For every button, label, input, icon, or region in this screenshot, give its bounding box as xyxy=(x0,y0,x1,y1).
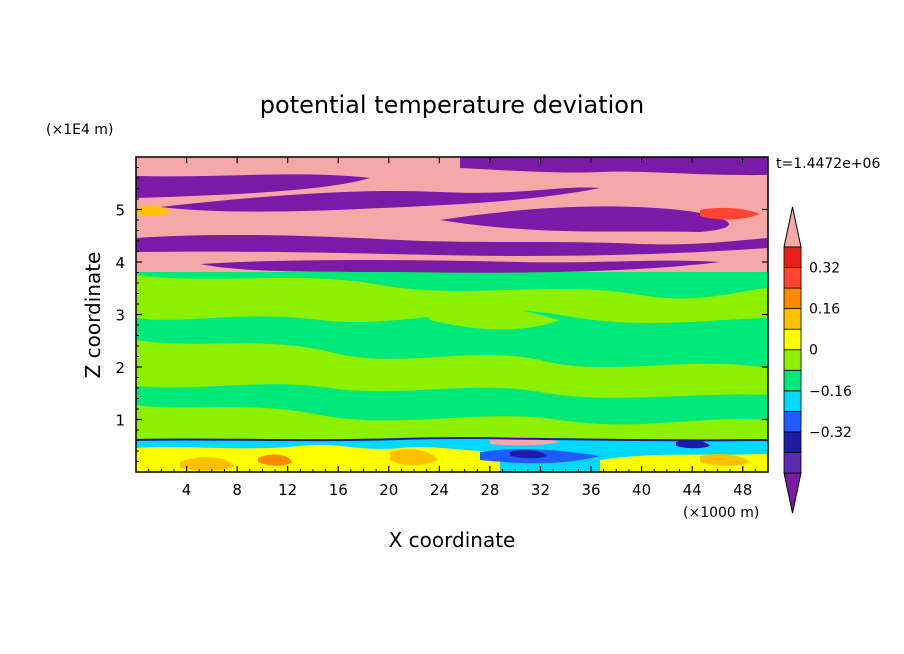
y-tick-label: 4 xyxy=(115,254,125,272)
x-tick-label: 16 xyxy=(329,481,348,499)
x-tick-label: 12 xyxy=(278,481,297,499)
colorbar-swatch xyxy=(783,410,802,433)
x-axis-label: X coordinate xyxy=(389,528,516,552)
field-warm-edge xyxy=(700,207,760,220)
y-tick-label: 1 xyxy=(115,412,125,430)
field-bl-warm xyxy=(390,449,438,466)
field-bl-top-line xyxy=(136,437,768,442)
field-lime-band xyxy=(136,340,768,398)
colorbar-swatch xyxy=(783,349,802,371)
x-tick-label: 8 xyxy=(232,481,242,499)
colorbar-extend-low xyxy=(783,472,802,514)
field-purple-band xyxy=(440,206,729,232)
colorbar-swatch xyxy=(783,328,802,351)
field-purple-band xyxy=(160,187,600,212)
field-lime-band xyxy=(136,405,768,440)
field-purple-band xyxy=(136,174,370,198)
field-bl-warm xyxy=(258,454,292,466)
field-bl-warm xyxy=(700,454,750,466)
x-tick-label: 24 xyxy=(430,481,449,499)
x-tick-label: 44 xyxy=(683,481,702,499)
y-axis: 1 2 3 4 5 xyxy=(115,167,768,462)
y-tick-label: 3 xyxy=(115,307,125,325)
colorbar-tick-label: −0.16 xyxy=(809,384,852,400)
colorbar-extend-high xyxy=(783,206,802,248)
field-warm-edge xyxy=(138,205,170,216)
y-tick-label: 5 xyxy=(115,202,125,220)
field-purple-band xyxy=(200,260,720,273)
x-tick-label: 36 xyxy=(581,481,600,499)
x-tick-label: 28 xyxy=(480,481,499,499)
field-purple-band xyxy=(460,157,768,176)
y-tick-label: 2 xyxy=(115,359,125,377)
colorbar-tick-label: −0.32 xyxy=(809,425,852,441)
x-tick-label: 40 xyxy=(632,481,651,499)
colorbar-swatch xyxy=(783,452,802,474)
y-unit-label: (×1E4 m) xyxy=(46,122,113,138)
field-lime-patch xyxy=(420,299,560,330)
field-purple-band xyxy=(136,234,768,256)
time-label: t=1.4472e+06 xyxy=(776,156,880,172)
colorbar-swatch xyxy=(783,390,802,412)
y-axis-label: Z coordinate xyxy=(81,252,105,379)
colorbar-swatch xyxy=(783,308,802,330)
field-lime-band xyxy=(136,275,768,324)
contour-field xyxy=(136,157,768,472)
x-tick-label: 32 xyxy=(531,481,550,499)
colorbar-swatch xyxy=(783,267,802,289)
colorbar-swatch xyxy=(783,369,802,392)
field-bl-cold xyxy=(510,449,548,459)
x-unit-label: (×1000 m) xyxy=(683,505,759,521)
x-axis: 4 8 12 16 20 24 28 32 36 40 44 48 xyxy=(148,157,756,499)
colorbar-swatch xyxy=(783,431,802,453)
colorbar-tick-label: 0.16 xyxy=(809,302,840,318)
colorbar: 0.32 0.16 0 −0.16 −0.32 xyxy=(783,206,852,514)
x-tick-label: 48 xyxy=(733,481,752,499)
colorbar-swatch xyxy=(783,287,802,310)
colorbar-swatch xyxy=(783,246,802,268)
colorbar-tick-label: 0.32 xyxy=(809,261,840,277)
chart-title: potential temperature deviation xyxy=(260,91,644,119)
x-tick-label: 4 xyxy=(182,481,192,499)
colorbar-tick-label: 0 xyxy=(809,343,818,359)
x-tick-label: 20 xyxy=(379,481,398,499)
field-bl-warm xyxy=(180,457,235,471)
field-bl-cold xyxy=(676,439,710,449)
